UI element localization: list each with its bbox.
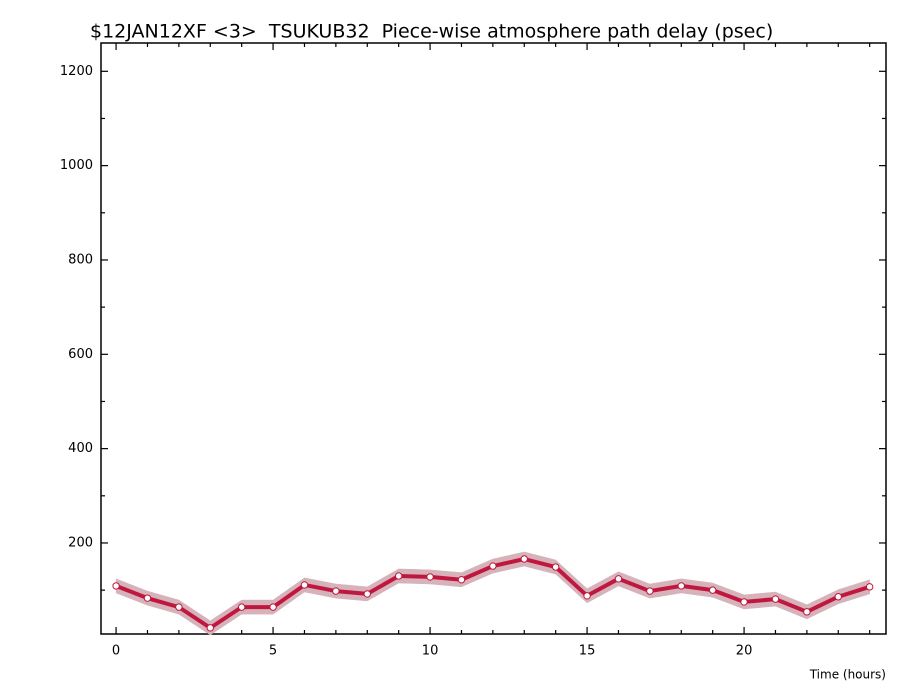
x-axis-label: Time (hours) [809,668,886,682]
data-point [143,594,152,602]
x-tick-label: 0 [112,644,120,659]
data-point [583,592,591,600]
data-point [332,587,340,595]
data-point [771,595,780,603]
x-tick-label: 20 [736,644,753,659]
y-tick-label: 1200 [60,64,93,79]
x-tick-label: 10 [422,644,439,659]
data-point [363,590,371,598]
data-point [520,555,528,563]
data-point [112,582,120,590]
data-point [708,586,717,594]
data-point [394,572,403,580]
y-tick-label: 800 [68,252,93,267]
y-tick-label: 200 [68,535,93,550]
y-tick-label: 400 [68,441,93,456]
data-point [551,563,560,571]
data-point [269,603,277,611]
data-point [646,587,654,595]
data-point [834,593,842,601]
data-point [206,624,214,632]
data-point [175,603,183,611]
plot-frame [100,42,887,635]
y-tick-label: 1000 [60,158,93,173]
x-tick-label: 15 [579,644,596,659]
data-point [457,576,466,584]
data-point [740,598,748,606]
chart-title: $12JAN12XF <3> TSUKUB32 Piece-wise atmos… [90,21,773,43]
data-point [300,581,309,589]
data-point [614,575,623,583]
x-tick-label: 5 [269,644,277,659]
data-point [489,562,497,570]
y-tick-label: 600 [68,347,93,362]
data-point [803,608,811,616]
data-point [677,582,685,590]
data-point [237,603,246,611]
data-point [865,583,874,591]
data-point [426,573,434,581]
